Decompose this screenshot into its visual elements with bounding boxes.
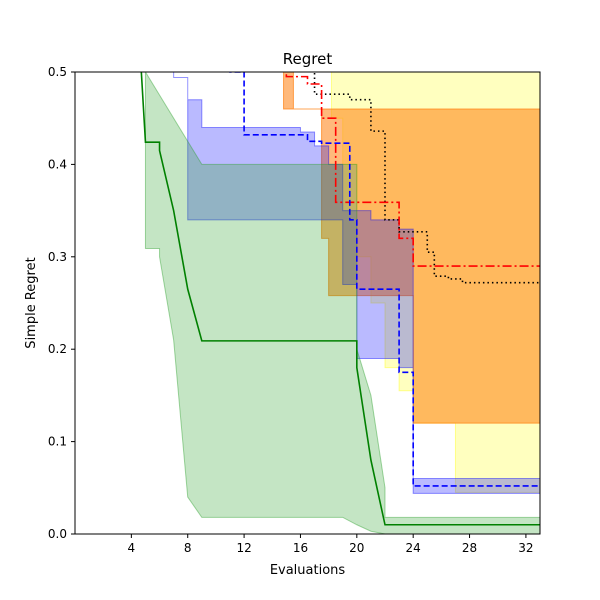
x-tick-label: 32 bbox=[518, 541, 533, 555]
y-tick-label: 0.0 bbox=[48, 527, 67, 541]
confidence-bands bbox=[144, 72, 540, 534]
y-tick-label: 0.5 bbox=[48, 65, 67, 79]
plot-frame bbox=[74, 71, 541, 535]
series-2-line bbox=[285, 72, 540, 267]
x-axis: 4 8 12 16 20 24 28 32 bbox=[128, 534, 534, 555]
y-axis-label: Simple Regret bbox=[24, 257, 39, 348]
y-tick-label: 0.1 bbox=[48, 435, 67, 449]
x-tick-label: 8 bbox=[184, 541, 192, 555]
series-2-band bbox=[283, 72, 540, 424]
y-tick-label: 0.4 bbox=[48, 157, 67, 171]
x-tick-label: 4 bbox=[128, 541, 136, 555]
series-lines bbox=[140, 72, 540, 526]
x-tick-label: 20 bbox=[349, 541, 364, 555]
y-tick-label: 0.3 bbox=[48, 250, 67, 264]
x-axis-label: Evaluations bbox=[270, 563, 346, 578]
chart-title: Regret bbox=[283, 50, 333, 68]
series-3-line bbox=[229, 72, 540, 487]
y-axis: 0.0 0.1 0.2 0.3 0.4 0.5 bbox=[48, 65, 75, 541]
x-tick-label: 16 bbox=[293, 541, 308, 555]
y-tick-label: 0.2 bbox=[48, 342, 67, 356]
x-tick-label: 28 bbox=[462, 541, 477, 555]
x-tick-label: 12 bbox=[236, 541, 251, 555]
series-4-band bbox=[144, 72, 540, 534]
x-tick-label: 24 bbox=[406, 541, 421, 555]
series-4-line bbox=[140, 72, 540, 526]
